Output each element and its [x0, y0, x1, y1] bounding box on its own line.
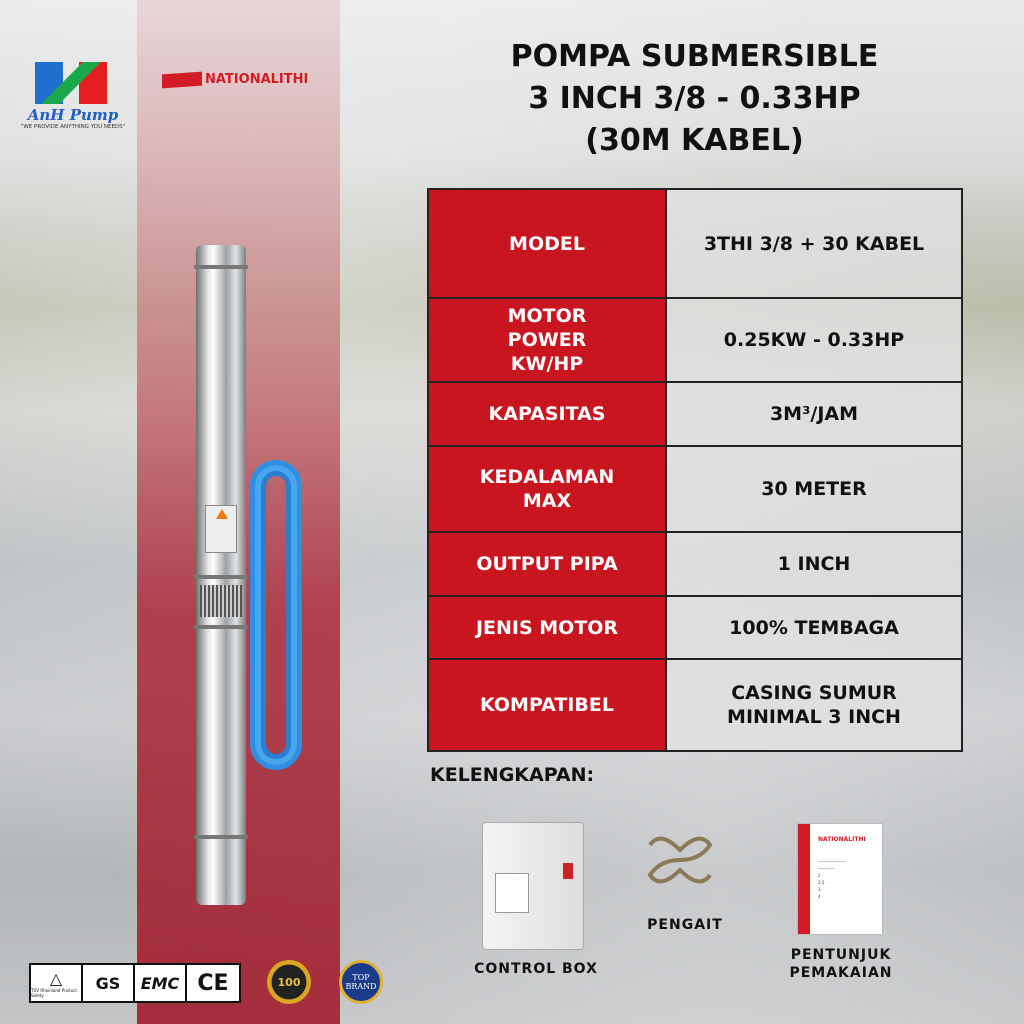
title-line-3: (30M KABEL) [585, 123, 804, 158]
quality-badge-icon: 100 [267, 960, 311, 1004]
pump-inlet-grille [200, 585, 242, 617]
tuv-icon: △ TÜV Rheinland Product Safety [31, 965, 83, 1001]
spec-value: 100% TEMBAGA [665, 595, 963, 660]
title-line-2: 3 INCH 3/8 - 0.33HP [528, 81, 861, 116]
spec-value: 3THI 3/8 + 30 KABEL [665, 188, 963, 299]
anh-logo-name: AnH Pump [27, 106, 119, 124]
anh-logo-tagline: "WE PROVIDE ANYTHING YOU NEEDS" [20, 124, 126, 130]
certification-logos: △ TÜV Rheinland Product Safety GS EMC CE [29, 963, 241, 1003]
product-title: POMPA SUBMERSIBLE 3 INCH 3/8 - 0.33HP (3… [427, 36, 962, 162]
spec-row: OUTPUT PIPA 1 INCH [427, 531, 963, 597]
accessory-label-control-box: CONTROL BOX [474, 961, 598, 977]
spec-value: CASING SUMUR MINIMAL 3 INCH [665, 658, 963, 752]
manual-image: NATIONALITHI ——————— ———— 2 · 2.5 · 3 · 4 · [797, 823, 883, 935]
spec-value: 3M³/JAM [665, 381, 963, 447]
spec-row: KAPASITAS 3M³/JAM [427, 381, 963, 447]
top-brand-badge-icon: TOP BRAND [339, 960, 383, 1004]
gs-icon: GS [83, 965, 135, 1001]
hook-image [647, 836, 713, 884]
spec-key: JENIS MOTOR [427, 595, 667, 660]
spec-row: MODEL 3THI 3/8 + 30 KABEL [427, 188, 963, 299]
accessory-label-manual: PENTUNJUK PEMAKAIAN [789, 947, 893, 981]
spec-row: MOTOR POWER KW/HP 0.25KW - 0.33HP [427, 297, 963, 383]
spec-value: 30 METER [665, 445, 963, 533]
submersible-pump-image [194, 245, 248, 905]
title-line-1: POMPA SUBMERSIBLE [510, 39, 879, 74]
spec-key: KAPASITAS [427, 381, 667, 447]
control-box-image [482, 822, 584, 950]
spec-key: KEDALAMAN MAX [427, 445, 667, 533]
manual-brand: NATIONALITHI [818, 836, 866, 843]
spec-key: KOMPATIBEL [427, 658, 667, 752]
accessories-heading: KELENGKAPAN: [430, 764, 595, 786]
anh-logo-mark [35, 62, 107, 104]
nationalithi-logo: NATIONALITHI [162, 71, 309, 88]
emc-icon: EMC [135, 965, 187, 1001]
spec-value: 1 INCH [665, 531, 963, 597]
spec-row: KEDALAMAN MAX 30 METER [427, 445, 963, 533]
spec-key: MODEL [427, 188, 667, 299]
blue-cable-coil-image [250, 460, 302, 770]
accessory-label-hook: PENGAIT [647, 917, 723, 933]
spec-row: JENIS MOTOR 100% TEMBAGA [427, 595, 963, 660]
spec-row: KOMPATIBEL CASING SUMUR MINIMAL 3 INCH [427, 658, 963, 752]
nationalithi-name: NATIONALITHI [205, 72, 309, 87]
spec-value: 0.25KW - 0.33HP [665, 297, 963, 383]
spec-table: MODEL 3THI 3/8 + 30 KABEL MOTOR POWER KW/… [427, 188, 963, 752]
anh-pump-logo: AnH Pump "WE PROVIDE ANYTHING YOU NEEDS" [18, 62, 128, 130]
spec-key: OUTPUT PIPA [427, 531, 667, 597]
spec-key: MOTOR POWER KW/HP [427, 297, 667, 383]
flag-icon [162, 71, 202, 88]
warning-label [205, 505, 237, 553]
ce-icon: CE [197, 970, 229, 996]
